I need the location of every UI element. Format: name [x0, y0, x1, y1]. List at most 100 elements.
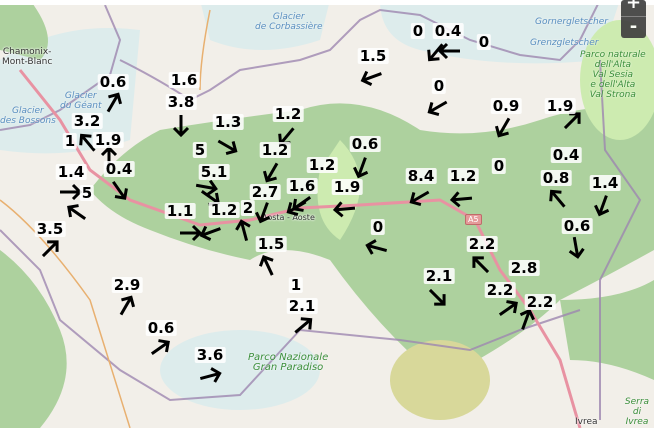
wind-arrow	[472, 256, 490, 274]
wind-arrow	[449, 191, 473, 208]
wind-arrow	[428, 288, 446, 306]
wind-speed-label[interactable]: 0	[476, 33, 492, 51]
place-ivrea: Ivrea	[575, 417, 598, 427]
wind-arrow	[353, 157, 369, 179]
wind-arrow	[494, 117, 511, 138]
wind-speed-label[interactable]: 5.1	[198, 163, 230, 181]
wind-arrow	[217, 139, 238, 156]
zoom-control: + -	[621, 0, 646, 38]
wind-arrow	[180, 224, 203, 242]
wind-arrow	[112, 180, 128, 200]
wind-speed-label[interactable]: 5	[79, 184, 95, 202]
wind-speed-label[interactable]: 1.5	[255, 235, 287, 253]
wind-speed-label[interactable]: 0.6	[97, 73, 129, 91]
wind-speed-label[interactable]: 5	[192, 141, 208, 159]
wind-speed-label[interactable]: 1	[288, 276, 304, 294]
zoom-in-button[interactable]: +	[621, 0, 646, 17]
place-gran-paradiso: Parco Nazionale Gran Paradiso	[248, 352, 329, 373]
wind-arrow	[360, 70, 382, 86]
wind-speed-label[interactable]: 0	[431, 77, 447, 95]
wind-arrow	[67, 204, 87, 220]
motorway-shield-a5: A5	[465, 214, 482, 225]
place-grenzgletscher: Grenzgletscher	[530, 38, 599, 48]
wind-speed-label[interactable]: 0	[491, 157, 507, 175]
wind-speed-label[interactable]: 1.2	[272, 105, 304, 123]
wind-arrow	[549, 189, 566, 208]
wind-speed-label[interactable]: 0	[370, 218, 386, 236]
wind-arrow	[258, 255, 274, 276]
wind-arrow	[332, 201, 356, 218]
river	[199, 9, 211, 91]
place-glacier-corbassiere: Glacier de Corbassière	[255, 12, 323, 32]
top-strip	[0, 0, 654, 5]
wind-speed-label[interactable]: 1.5	[357, 47, 389, 65]
place-chamonix: Chamonix- Mont-Blanc	[2, 47, 53, 67]
wind-speed-label[interactable]: 0.9	[490, 97, 522, 115]
wind-speed-label[interactable]: 3.2	[71, 112, 103, 130]
wind-speed-label[interactable]: 0.6	[145, 319, 177, 337]
place-parco-sesia: Parco naturale dell'Alta Val Sesia e del…	[580, 50, 646, 100]
wind-speed-label[interactable]: 0	[410, 22, 426, 40]
wind-arrow	[427, 100, 448, 117]
wind-arrow	[427, 43, 444, 62]
wind-speed-label[interactable]: 0.4	[432, 22, 464, 40]
wind-speed-label[interactable]: 1.2	[259, 141, 291, 159]
wind-speed-label[interactable]: 8.4	[405, 167, 437, 185]
wind-arrow	[106, 92, 123, 113]
wind-speed-label[interactable]: 2	[240, 199, 256, 217]
country-borders	[0, 0, 642, 420]
place-glacier-bossons: Glacier des Bossons	[0, 106, 56, 126]
wind-speed-label[interactable]: 3.8	[165, 93, 197, 111]
wind-arrow	[409, 190, 430, 207]
wind-arrow	[262, 162, 279, 183]
wind-arrow	[568, 236, 585, 259]
wind-speed-label[interactable]: 2.1	[423, 267, 455, 285]
wind-arrow	[286, 200, 307, 217]
wind-speed-label[interactable]: 0.6	[561, 217, 593, 235]
zoom-out-button[interactable]: -	[629, 16, 638, 37]
wind-speed-label[interactable]: 1.9	[331, 178, 363, 196]
wind-speed-label[interactable]: 1.9	[92, 131, 124, 149]
wind-arrow	[519, 308, 535, 330]
wind-arrow	[594, 195, 610, 217]
wind-speed-label[interactable]: 2.8	[508, 259, 540, 277]
wind-speed-label[interactable]: 0.6	[349, 135, 381, 153]
wind-speed-label[interactable]: 2.1	[286, 297, 318, 315]
wind-speed-label[interactable]: 1.9	[544, 97, 576, 115]
wind-speed-label[interactable]: 3.5	[34, 220, 66, 238]
wind-speed-label[interactable]: 2.9	[111, 276, 143, 294]
wind-arrow	[235, 219, 251, 242]
wind-speed-label[interactable]: 1.2	[208, 201, 240, 219]
wind-speed-label[interactable]: 2.2	[484, 281, 516, 299]
wind-arrow	[255, 202, 271, 224]
wind-speed-label[interactable]: 0.4	[550, 146, 582, 164]
wind-speed-label[interactable]: 1.2	[306, 156, 338, 174]
place-serra-ivrea: Serra di Ivrea	[624, 397, 650, 427]
wind-speed-label[interactable]: 1.2	[447, 167, 479, 185]
wind-speed-label[interactable]: 0.8	[540, 169, 572, 187]
wind-speed-label[interactable]: 2.7	[249, 183, 281, 201]
wind-speed-label[interactable]: 1.4	[589, 174, 621, 192]
place-gornergletscher: Gornergletscher	[535, 17, 608, 27]
wind-arrow	[199, 367, 222, 383]
wind-arrow	[437, 42, 460, 60]
wind-arrow	[150, 339, 170, 355]
wind-arrow	[41, 240, 59, 258]
wind-arrow	[172, 115, 190, 138]
wind-speed-label[interactable]: 1	[62, 132, 78, 150]
wind-speed-label[interactable]: 1.6	[168, 71, 200, 89]
wind-speed-label[interactable]: 3.6	[194, 346, 226, 364]
wind-speed-label[interactable]: 2.2	[524, 293, 556, 311]
river	[0, 199, 131, 428]
wind-speed-label[interactable]: 1.1	[164, 202, 196, 220]
wind-arrow	[119, 295, 136, 316]
wind-speed-label[interactable]: 1.3	[212, 113, 244, 131]
place-aosta: Aosta - Aoste	[262, 213, 315, 222]
wind-arrow	[60, 183, 83, 201]
wind-speed-label[interactable]: 2.2	[466, 235, 498, 253]
wind-speed-label[interactable]: 0.4	[103, 160, 135, 178]
place-glacier-geant: Glacier du Géant	[60, 91, 102, 111]
wind-speed-label[interactable]: 1.6	[286, 177, 318, 195]
wind-speed-label[interactable]: 1.4	[55, 163, 87, 181]
